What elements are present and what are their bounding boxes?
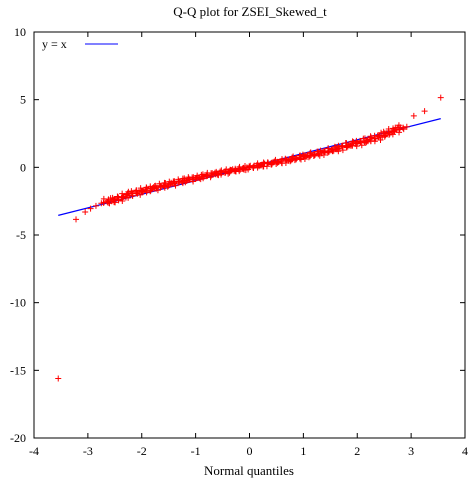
x-tick-label: 0 (247, 444, 253, 458)
legend-label: y = x (42, 37, 67, 51)
data-point (179, 175, 186, 182)
x-tick-label: -4 (29, 444, 39, 458)
data-point (185, 175, 192, 182)
data-point (133, 187, 140, 194)
data-point (198, 171, 205, 178)
data-point (153, 184, 160, 191)
data-point (325, 145, 332, 152)
data-point (137, 191, 144, 198)
y-tick-label: 10 (14, 25, 26, 39)
data-point (112, 199, 119, 206)
data-point (307, 149, 314, 156)
y-tick-label: 0 (20, 160, 26, 174)
data-point (147, 185, 154, 192)
data-point (274, 158, 281, 165)
data-point (82, 208, 89, 215)
data-point (357, 138, 364, 145)
data-point (156, 180, 163, 187)
data-point (319, 148, 326, 155)
data-point (410, 112, 417, 119)
data-point (395, 122, 402, 129)
y-tick-label: -15 (10, 363, 26, 377)
data-point (171, 180, 178, 187)
data-point (154, 187, 161, 194)
data-point (87, 205, 94, 212)
data-point (339, 143, 346, 150)
data-point (363, 136, 370, 143)
data-point (399, 124, 406, 131)
data-point (73, 216, 80, 223)
data-point (366, 136, 373, 143)
data-point (403, 123, 410, 130)
data-point (55, 375, 62, 382)
data-point (100, 195, 107, 202)
x-tick-label: -1 (191, 444, 201, 458)
data-point (129, 189, 136, 196)
data-point (104, 198, 111, 205)
x-tick-label: -3 (83, 444, 93, 458)
data-point (236, 168, 243, 175)
data-point (315, 151, 322, 158)
data-point (378, 129, 385, 136)
data-point (381, 130, 388, 137)
data-point (264, 160, 271, 167)
data-point (268, 161, 275, 168)
data-point (245, 166, 252, 173)
data-point (301, 155, 308, 162)
x-axis-label: Normal quantiles (204, 463, 294, 478)
x-tick-label: -2 (137, 444, 147, 458)
data-point (200, 175, 207, 182)
x-tick-label: 2 (354, 444, 360, 458)
data-point (287, 158, 294, 165)
data-point (119, 190, 126, 197)
data-point (390, 127, 397, 134)
data-point (189, 176, 196, 183)
data-point (143, 184, 150, 191)
chart-title: Q-Q plot for ZSEI_Skewed_t (173, 4, 327, 19)
data-point (92, 202, 99, 209)
legend: y = x (42, 37, 118, 51)
data-point (114, 193, 121, 200)
data-point (437, 94, 444, 101)
data-point (225, 170, 232, 177)
scatter-points (55, 94, 444, 382)
y-tick-label: 5 (20, 93, 26, 107)
data-point (358, 142, 365, 149)
y-tick-label: -5 (16, 228, 26, 242)
data-point (333, 146, 340, 153)
data-point (222, 168, 229, 175)
plot-frame (33, 31, 466, 439)
data-point (111, 196, 118, 203)
data-point (385, 126, 392, 133)
data-point (282, 156, 289, 163)
x-tick-label: 1 (300, 444, 306, 458)
data-point (164, 183, 171, 190)
data-point (203, 171, 210, 178)
y-tick-label: -10 (10, 296, 26, 310)
data-point (263, 163, 270, 170)
data-point (218, 171, 225, 178)
data-point (375, 132, 382, 139)
data-point (227, 166, 234, 173)
data-point (306, 150, 313, 157)
plot-area (33, 31, 466, 439)
data-point (400, 126, 407, 133)
data-point (296, 155, 303, 162)
x-tick-label: 4 (462, 444, 468, 458)
data-point (161, 179, 168, 186)
x-tick-label: 3 (408, 444, 414, 458)
data-point (352, 140, 359, 147)
data-point (305, 154, 312, 161)
y-tick-label: -20 (10, 431, 26, 445)
data-point (338, 142, 345, 149)
data-point (343, 140, 350, 147)
data-point (231, 167, 238, 174)
data-point (421, 108, 428, 115)
data-point (125, 188, 132, 195)
